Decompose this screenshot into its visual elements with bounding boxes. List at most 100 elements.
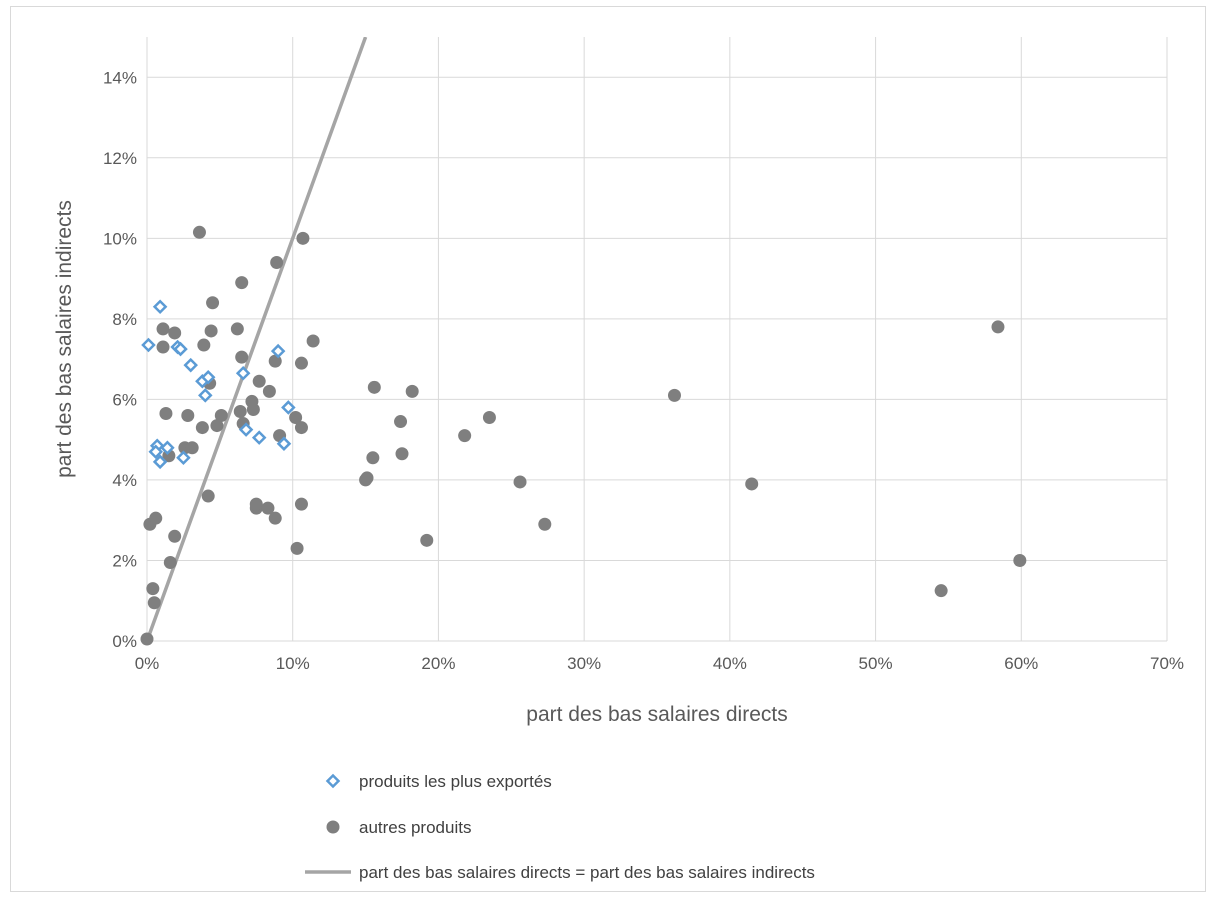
legend-label: autres produits bbox=[359, 818, 471, 837]
point-autres-produits bbox=[296, 231, 310, 245]
x-axis-title: part des bas salaires directs bbox=[526, 703, 787, 726]
point-autres-produits bbox=[270, 255, 284, 269]
point-autres-produits bbox=[538, 517, 552, 531]
x-tick-label: 0% bbox=[135, 654, 160, 673]
scatter-chart: 0% 10% 20% 30% 40% 50% 60% 70% 0% 2% 4% 6% 8% 10% 12%… bbox=[53, 37, 1184, 882]
point-autres-produits bbox=[195, 421, 209, 435]
point-autres-produits bbox=[197, 338, 211, 352]
legend-circle-icon bbox=[326, 820, 340, 834]
y-tick-label: 6% bbox=[112, 390, 137, 409]
x-tick-label: 30% bbox=[567, 654, 601, 673]
point-autres-produits bbox=[405, 384, 419, 398]
x-tick-label: 50% bbox=[859, 654, 893, 673]
gridlines bbox=[147, 37, 1168, 641]
point-produits-exportes bbox=[148, 444, 164, 460]
point-produits-exportes bbox=[173, 341, 188, 357]
axes bbox=[146, 37, 1167, 642]
legend-label: produits les plus exportés bbox=[359, 772, 552, 791]
point-produits-exportes bbox=[141, 337, 156, 353]
point-produits-exportes bbox=[270, 343, 286, 359]
point-autres-produits bbox=[262, 384, 276, 398]
point-autres-produits bbox=[192, 225, 206, 239]
point-autres-produits bbox=[745, 477, 759, 491]
point-autres-produits bbox=[233, 404, 247, 418]
point-produits-exportes bbox=[152, 299, 168, 315]
point-autres-produits bbox=[168, 326, 182, 340]
x-tick-label: 20% bbox=[421, 654, 455, 673]
point-autres-produits bbox=[289, 411, 303, 425]
point-autres-produits bbox=[235, 276, 249, 290]
point-autres-produits bbox=[156, 322, 170, 336]
y-tick-labels: 0% 2% 4% 6% 8% 10% 12% 14% bbox=[103, 68, 137, 651]
point-autres-produits bbox=[246, 402, 260, 416]
point-autres-produits bbox=[168, 529, 182, 543]
y-tick-label: 4% bbox=[112, 471, 137, 490]
legend: produits les plus exportés autres produit… bbox=[305, 772, 815, 882]
point-produits-exportes bbox=[160, 440, 175, 455]
x-tick-label: 60% bbox=[1004, 654, 1038, 673]
y-tick-label: 12% bbox=[103, 149, 137, 168]
point-autres-produits bbox=[230, 322, 244, 336]
point-autres-produits bbox=[149, 511, 163, 525]
point-autres-produits bbox=[147, 596, 161, 610]
data-marks bbox=[140, 37, 1027, 646]
chart-area: 0% 10% 20% 30% 40% 50% 60% 70% 0% 2% 4% 6% 8% 10% 12%… bbox=[10, 6, 1206, 892]
point-autres-produits bbox=[360, 471, 374, 485]
point-autres-produits bbox=[420, 533, 434, 547]
point-autres-produits bbox=[934, 584, 948, 598]
point-autres-produits bbox=[991, 320, 1005, 334]
y-tick-label: 14% bbox=[103, 68, 137, 87]
point-autres-produits bbox=[201, 489, 215, 503]
point-autres-produits bbox=[294, 497, 308, 511]
point-autres-produits bbox=[214, 409, 228, 423]
identity-line bbox=[147, 37, 368, 641]
point-produits-exportes bbox=[200, 369, 216, 385]
y-axis-title: part des bas salaires indirects bbox=[53, 200, 76, 478]
point-produits-exportes bbox=[251, 430, 267, 445]
point-autres-produits bbox=[366, 451, 380, 465]
point-produits-exportes bbox=[152, 454, 168, 470]
point-autres-produits bbox=[482, 411, 496, 425]
point-produits-exportes bbox=[238, 422, 254, 437]
point-produits-exportes bbox=[281, 400, 296, 415]
point-autres-produits bbox=[204, 324, 218, 338]
point-autres-produits bbox=[181, 409, 195, 423]
point-autres-produits bbox=[294, 356, 308, 370]
point-autres-produits bbox=[159, 406, 173, 420]
point-produits-exportes bbox=[276, 436, 292, 451]
point-autres-produits bbox=[163, 555, 177, 569]
point-autres-produits bbox=[252, 374, 266, 388]
x-tick-label: 10% bbox=[276, 654, 310, 673]
point-autres-produits bbox=[206, 296, 220, 310]
point-autres-produits bbox=[261, 501, 275, 515]
y-tick-label: 8% bbox=[112, 310, 137, 329]
legend-diamond-icon bbox=[325, 773, 341, 789]
point-autres-produits bbox=[290, 541, 304, 555]
point-autres-produits bbox=[367, 380, 381, 394]
point-autres-produits bbox=[294, 421, 308, 435]
x-tick-label: 40% bbox=[713, 654, 747, 673]
x-tick-labels: 0% 10% 20% 30% 40% 50% 60% 70% bbox=[135, 654, 1184, 673]
point-autres-produits bbox=[458, 429, 472, 443]
point-produits-exportes bbox=[176, 450, 191, 466]
point-autres-produits bbox=[235, 350, 249, 364]
legend-label: part des bas salaires directs = part des… bbox=[359, 863, 815, 882]
point-autres-produits bbox=[306, 334, 320, 348]
point-autres-produits bbox=[667, 388, 681, 402]
y-tick-label: 0% bbox=[112, 632, 137, 651]
point-produits-exportes bbox=[198, 388, 213, 403]
point-produits-exportes bbox=[235, 365, 251, 381]
point-autres-produits bbox=[156, 340, 170, 354]
y-tick-label: 10% bbox=[103, 229, 137, 248]
point-autres-produits bbox=[140, 632, 154, 646]
point-autres-produits bbox=[146, 582, 160, 596]
point-autres-produits bbox=[249, 497, 263, 511]
point-autres-produits bbox=[1013, 553, 1027, 567]
point-produits-exportes bbox=[183, 357, 198, 373]
point-autres-produits bbox=[268, 511, 282, 525]
point-autres-produits bbox=[395, 447, 409, 461]
y-tick-label: 2% bbox=[112, 551, 137, 570]
x-tick-label: 70% bbox=[1150, 654, 1184, 673]
point-autres-produits bbox=[513, 475, 527, 489]
point-autres-produits bbox=[394, 415, 408, 429]
